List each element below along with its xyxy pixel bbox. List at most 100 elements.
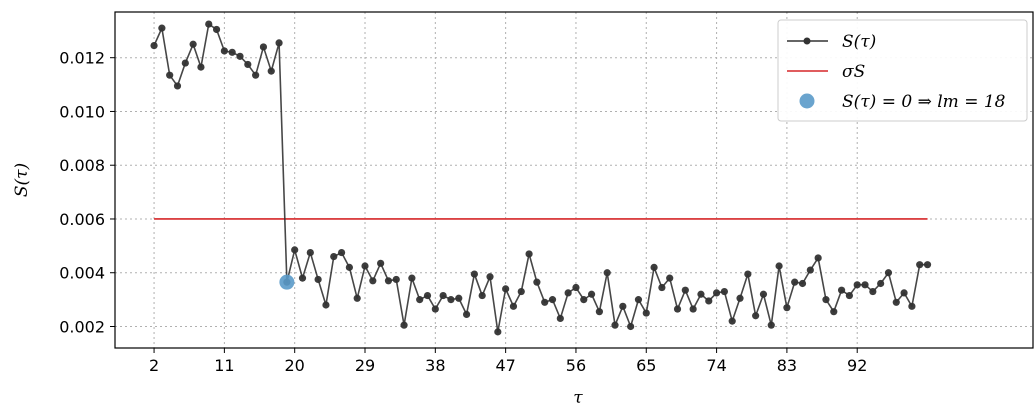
data-point	[548, 296, 557, 304]
legend-label-point: S(τ) = 0 ⇒ lm = 18	[842, 92, 1006, 112]
data-point	[158, 24, 166, 32]
x-tick-label: 2	[149, 356, 159, 375]
x-axis-ticks: 2 11 20 29 38 47 56 65 74 83 92	[149, 348, 867, 375]
data-point	[705, 297, 713, 305]
series-line	[153, 23, 928, 333]
y-axis-ticks: 0.002 0.004 0.006 0.008 0.010 0.012	[59, 49, 115, 336]
data-point	[884, 269, 893, 277]
data-point	[408, 274, 416, 282]
data-point	[798, 279, 807, 288]
y-tick-label: 0.004	[59, 264, 105, 283]
data-point	[486, 273, 494, 281]
data-point	[853, 281, 861, 289]
data-point	[681, 286, 689, 294]
data-point	[650, 263, 658, 271]
x-tick-label: 47	[495, 356, 515, 375]
data-point	[502, 285, 510, 293]
data-point	[431, 305, 439, 313]
y-tick-label: 0.010	[59, 102, 105, 121]
data-point	[666, 274, 674, 282]
data-point	[439, 291, 447, 300]
data-point	[900, 289, 908, 297]
data-point	[462, 310, 471, 318]
data-point	[923, 261, 932, 269]
data-point	[369, 277, 377, 285]
data-point	[634, 296, 643, 304]
data-point	[291, 246, 299, 254]
data-point	[556, 314, 564, 323]
data-point	[603, 269, 611, 277]
plot-frame	[114, 11, 1034, 349]
data-point	[541, 298, 549, 306]
data-point	[861, 281, 869, 289]
data-point	[658, 283, 666, 292]
data-point	[822, 296, 830, 304]
data-point	[892, 298, 900, 306]
data-point	[181, 59, 189, 67]
data-point	[619, 302, 627, 310]
data-point	[642, 309, 650, 317]
series-layer	[150, 20, 932, 336]
data-point	[916, 261, 924, 269]
data-point	[509, 302, 518, 310]
data-point	[525, 250, 533, 258]
data-point	[447, 296, 455, 304]
data-point	[494, 328, 502, 336]
data-point	[337, 248, 346, 257]
x-axis-title: τ	[573, 388, 583, 408]
data-point	[736, 294, 744, 302]
data-point	[361, 262, 369, 270]
data-point	[322, 301, 330, 309]
data-point	[580, 296, 588, 304]
data-point	[587, 290, 596, 298]
data-point	[877, 279, 885, 288]
data-point	[150, 42, 158, 50]
data-point	[572, 283, 580, 292]
data-point	[236, 52, 244, 60]
x-tick-label: 74	[706, 356, 726, 375]
y-axis-title: S(τ)	[12, 163, 32, 197]
data-point	[783, 304, 791, 312]
data-point	[330, 253, 338, 261]
x-tick-label: 65	[636, 356, 656, 375]
data-point	[767, 321, 775, 329]
data-point	[416, 296, 424, 304]
data-point	[830, 308, 838, 316]
legend-box	[777, 19, 1028, 122]
data-point	[259, 43, 268, 51]
data-point	[517, 287, 525, 296]
x-tick-label: 56	[566, 356, 586, 375]
data-point	[353, 294, 361, 302]
data-point	[228, 48, 236, 56]
data-point	[275, 39, 283, 47]
legend-label-threshold: σS	[842, 62, 865, 82]
data-point	[400, 321, 408, 329]
data-point	[173, 82, 182, 90]
data-point	[869, 287, 877, 296]
data-point	[814, 254, 822, 262]
marker-layer	[279, 274, 295, 290]
data-point	[205, 20, 213, 28]
data-point	[455, 294, 463, 302]
data-point	[220, 47, 228, 55]
x-tick-label: 92	[847, 356, 867, 375]
y-tick-label: 0.008	[59, 156, 105, 175]
data-point	[837, 286, 846, 294]
data-point	[627, 322, 635, 331]
data-point	[775, 262, 783, 270]
data-point	[533, 278, 541, 286]
data-point	[189, 40, 197, 48]
data-point	[314, 275, 322, 284]
data-point	[345, 263, 353, 271]
data-point	[166, 71, 174, 79]
highlight-point	[279, 274, 295, 290]
data-point	[689, 305, 697, 313]
data-point	[673, 305, 682, 313]
data-point	[595, 308, 603, 316]
data-point	[267, 67, 275, 75]
y-tick-label: 0.002	[59, 317, 105, 336]
x-tick-label: 29	[355, 356, 375, 375]
data-point	[377, 259, 385, 267]
data-point	[306, 248, 314, 257]
